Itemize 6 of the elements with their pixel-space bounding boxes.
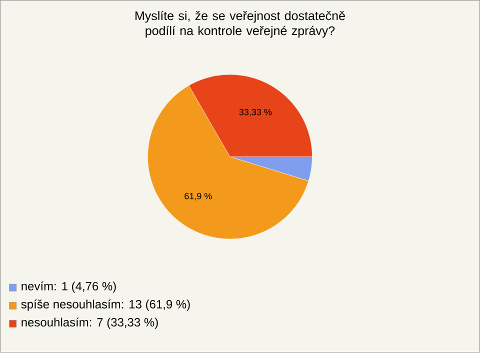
data-label: 61,9 % <box>184 193 212 201</box>
legend-label: nesouhlasím: 7 (33,33 %) <box>22 318 158 330</box>
data-label: 33,33 % <box>239 109 272 116</box>
legend-label: nevím: 1 (4,76 %) <box>22 282 116 293</box>
legend-label: spíše nesouhlasím: 13 (61,9 %) <box>21 300 190 312</box>
chart-title: Myslíte si, že se veřejnost dostatečně podílí na kontrole veřejné zprávy? <box>136 11 345 38</box>
